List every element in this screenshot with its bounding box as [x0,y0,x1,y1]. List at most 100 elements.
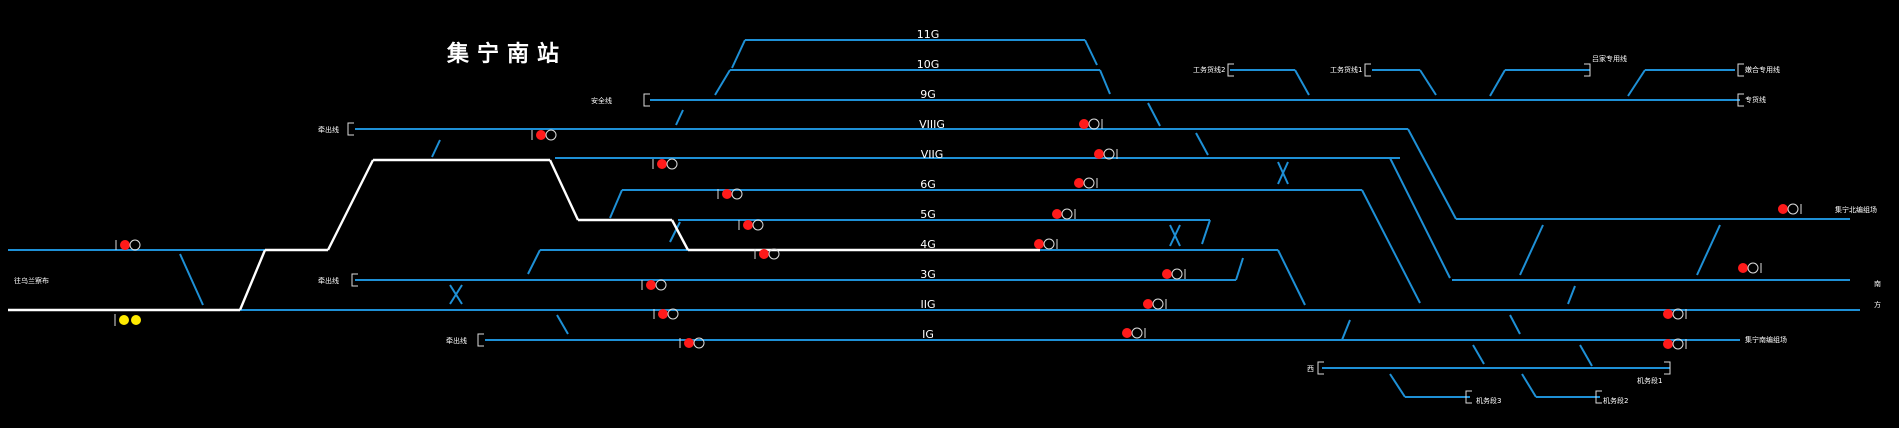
signal[interactable] [653,308,679,320]
signal-red-lamp [1663,309,1673,319]
signal-red-lamp [759,249,769,259]
track-segment [1277,249,1306,306]
signal-dark-lamp [655,279,667,291]
buffer-stop [1737,63,1744,77]
track-segment [1341,319,1351,341]
signal[interactable] [1052,208,1076,220]
signal[interactable] [652,158,678,170]
line-label-left-direction: 往乌兰察布 [14,276,49,285]
signal-red-lamp [120,240,130,250]
signal-dark-lamp [752,219,764,231]
signal[interactable] [641,279,667,291]
signal[interactable] [754,248,780,260]
signal[interactable] [531,129,557,141]
track-segment [1195,132,1209,156]
active-route-segment [670,219,690,251]
signal-dark-lamp [731,188,743,200]
track-segment [1201,219,1211,245]
track-segment [1277,161,1289,185]
track-label-iig: IIG [920,298,935,311]
track-segment [1509,314,1521,335]
buffer-stop [1737,93,1744,107]
track-segment [179,253,204,306]
active-route-layer [8,158,1040,312]
signal-dark-lamp [1152,298,1164,310]
signal[interactable] [1663,308,1687,320]
signal-dark-lamp [1787,203,1799,215]
signal-red-lamp [1738,263,1748,273]
signal[interactable] [1663,338,1687,350]
signal-yellow-lamp [131,315,141,325]
track-segment [1389,157,1451,279]
line-label-machine-1: 机务段1 [1637,376,1662,385]
signal-red-lamp [657,159,667,169]
track-segment [1235,257,1244,281]
signal-red-lamp [1034,239,1044,249]
line-label-goods-line: 专货线 [1745,95,1766,104]
signal-red-lamp [658,309,668,319]
buffer-stop [347,122,354,136]
signal[interactable] [115,239,141,251]
signal[interactable] [1162,268,1186,280]
track-label-6g: 6G [920,178,936,191]
signal-yellow-lamp [119,315,129,325]
track-segment [1099,69,1111,95]
track-label-9g: 9G [920,88,936,101]
track-segment [1521,373,1537,398]
signal-entry-lower[interactable] [114,314,141,326]
signal-dark-lamp [768,248,780,260]
track-segment [669,221,681,243]
track-label-11g: 11G [917,28,940,41]
signal[interactable] [1778,203,1802,215]
line-label-tuocheng-line: 嫩合专用线 [1745,65,1780,74]
track-label-4g: 4G [920,238,936,251]
signal-red-lamp [1778,204,1788,214]
track-label-10g: 10G [917,58,940,71]
station-title: 集宁南站 [447,41,568,67]
track-segment [1361,189,1421,304]
signal[interactable] [1034,238,1058,250]
track-segment [1169,224,1181,247]
signal[interactable] [717,188,743,200]
track-segment [431,139,441,158]
track-segment [1627,69,1646,97]
signal-red-lamp [743,220,753,230]
signal-dark-lamp [1672,308,1684,320]
active-route-segment [548,159,580,221]
signal[interactable] [1094,148,1118,160]
buffer-stop [643,93,650,107]
signal-red-lamp [1079,119,1089,129]
track-segment [1579,344,1593,367]
signal-red-lamp [1143,299,1153,309]
active-route-segment [326,159,375,251]
line-label-right-a: 南 [1874,279,1881,288]
signal-dark-lamp [667,308,679,320]
track-segment [1472,344,1485,365]
signal[interactable] [1738,262,1762,274]
signal-dark-lamp [1103,148,1115,160]
signal[interactable] [1074,177,1098,189]
buffer-stop [351,273,358,287]
signal-dark-lamp [129,239,141,251]
track-segment [527,249,541,275]
signal-red-lamp [684,338,694,348]
signal-dark-lamp [1043,238,1055,250]
signal-dark-lamp [1672,338,1684,350]
signal-dark-lamp [1747,262,1759,274]
line-label-bottom-left: 西 [1307,365,1314,373]
signal[interactable] [738,219,764,231]
signal-dark-lamp [693,337,705,349]
signal[interactable] [1122,327,1146,339]
line-label-work-line-1: 工务货线1 [1330,65,1362,74]
signal-layer [114,118,1802,350]
line-label-safety-line: 安全线 [591,96,612,105]
signal-red-lamp [536,130,546,140]
signal[interactable] [679,337,705,349]
signal[interactable] [1143,298,1167,310]
signal[interactable] [1079,118,1103,130]
buffer-stop [1664,361,1671,375]
label-layer: 11G10G9GVIIIGVIIG6G5G4G3GIIGIG安全线牵出线牵出线牵… [14,28,1881,405]
line-label-tow-line-2: 牵出线 [318,276,339,285]
track-label-ig: IG [922,328,934,341]
